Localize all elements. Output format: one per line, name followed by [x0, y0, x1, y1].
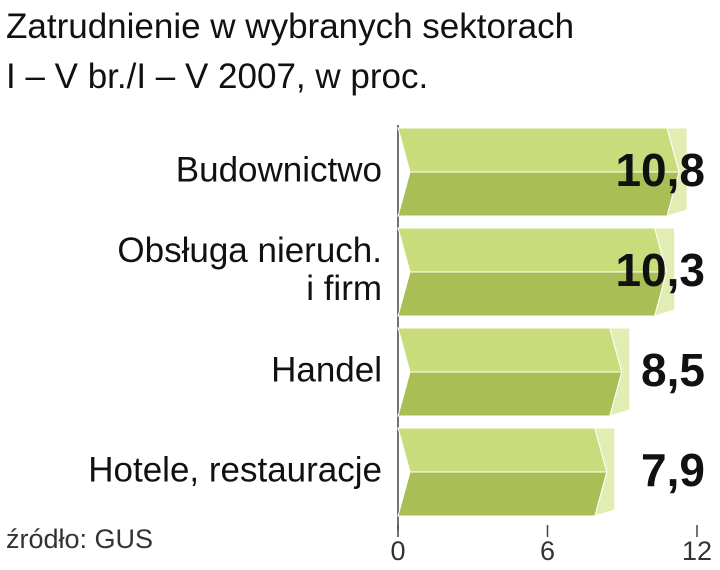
bar — [397, 427, 616, 517]
bar — [397, 327, 631, 417]
bar-front — [397, 371, 623, 417]
bar-end — [653, 227, 676, 317]
bar — [397, 227, 676, 317]
bar-top — [397, 427, 608, 473]
category-label: Obsługa nieruch. i firm — [117, 231, 382, 308]
category-label: Hotele, restauracje — [88, 450, 382, 489]
x-tick-label: 0 — [390, 536, 405, 566]
value-label: 10,3 — [615, 244, 705, 296]
bar-front — [397, 471, 608, 517]
source: źródło: GUS — [6, 524, 153, 554]
bar-end — [666, 127, 688, 217]
value-label: 7,9 — [641, 444, 705, 496]
x-tick-label: 12 — [682, 536, 712, 566]
value-label: 8,5 — [641, 344, 705, 396]
category-label: Budownictwo — [176, 150, 382, 189]
bar-top — [397, 327, 623, 373]
chart-title: Zatrudnienie w wybranych sektorach — [6, 7, 574, 46]
chart-subtitle: I – V br./I – V 2007, w proc. — [6, 57, 428, 96]
bar-end — [594, 427, 616, 517]
x-tick-label: 6 — [540, 536, 555, 566]
bar — [397, 127, 688, 217]
bar-end — [609, 327, 631, 417]
value-label: 10,8 — [615, 144, 705, 196]
category-label: Handel — [271, 350, 382, 389]
